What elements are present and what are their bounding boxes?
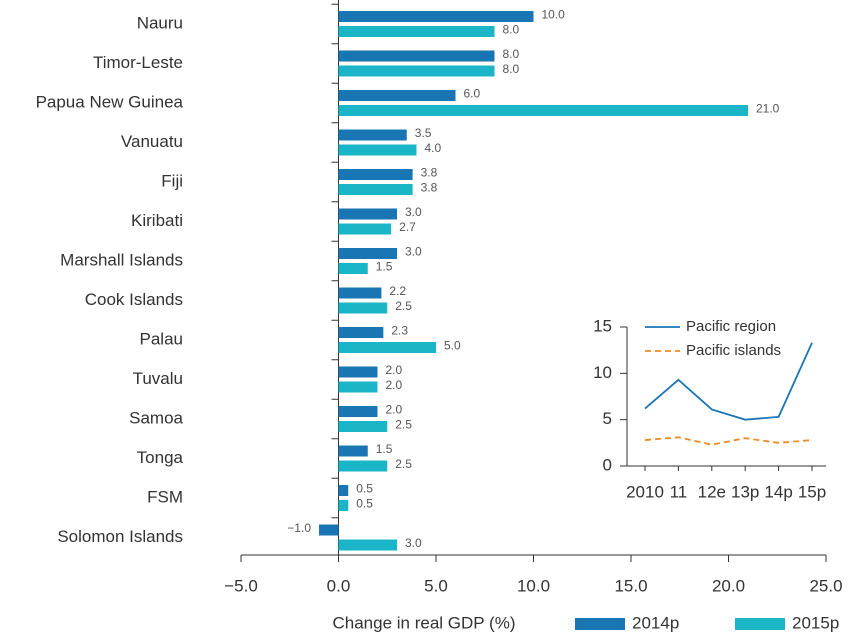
- category-label: Palau: [140, 329, 183, 348]
- inset-y-tick-label: 0: [603, 455, 612, 474]
- value-label: 3.0: [405, 245, 422, 259]
- value-label: 1.5: [376, 260, 393, 274]
- inset-x-tick-label: 12e: [698, 482, 726, 501]
- bar: [338, 263, 368, 274]
- bar: [338, 105, 748, 116]
- bar: [338, 223, 392, 235]
- category-label: Samoa: [129, 408, 183, 427]
- value-label: 2.5: [395, 418, 412, 432]
- inset-x-tick-label: 11: [670, 482, 688, 501]
- inset-y-tick-label: 10: [593, 363, 612, 382]
- inset-x-tick-label: 2010: [626, 482, 664, 501]
- x-tick-label: 0.0: [327, 576, 351, 595]
- value-label: 21.0: [756, 102, 780, 116]
- x-axis-label: Change in real GDP (%): [333, 613, 516, 632]
- value-label: 5.0: [444, 339, 461, 353]
- inset-x-tick-label: 14p: [764, 482, 792, 501]
- value-label: 4.0: [425, 141, 442, 155]
- value-label: 2.0: [386, 363, 403, 377]
- x-tick-label: 25.0: [809, 576, 842, 595]
- value-label: 10.0: [542, 8, 566, 22]
- inset-y-tick-label: 5: [603, 409, 612, 428]
- bar: [338, 65, 495, 77]
- bar: [338, 485, 349, 496]
- value-label: 2.7: [399, 220, 416, 234]
- bar: [338, 184, 413, 195]
- legend-swatch: [575, 618, 625, 630]
- value-label: 3.5: [415, 126, 432, 140]
- value-label: 3.8: [421, 166, 438, 180]
- bar: [338, 287, 382, 299]
- bar: [338, 90, 456, 101]
- bar: [338, 366, 378, 378]
- inset-y-tick-label: 15: [593, 316, 612, 335]
- category-label: Tonga: [137, 448, 184, 467]
- line: [644, 436, 813, 446]
- inset-x-tick-label: 15p: [798, 482, 826, 501]
- line: [644, 342, 813, 421]
- inset-x-tick-label: 13p: [731, 482, 759, 501]
- bar: [338, 11, 534, 22]
- x-tick-label: −5.0: [224, 576, 258, 595]
- bar: [338, 406, 378, 417]
- value-label: 1.5: [376, 442, 393, 456]
- value-label: −1.0: [287, 521, 311, 535]
- value-label: 0.5: [356, 482, 373, 496]
- bar: [338, 302, 388, 314]
- value-label: 2.3: [391, 324, 408, 338]
- value-label: 8.0: [503, 47, 520, 61]
- category-label: Marshall Islands: [60, 250, 183, 269]
- value-label: 0.5: [356, 497, 373, 511]
- value-label: 2.5: [395, 457, 412, 471]
- category-label: Cook Islands: [85, 290, 183, 309]
- bar: [338, 144, 417, 156]
- bar: [338, 539, 397, 551]
- legend-label: 2014p: [632, 613, 679, 632]
- value-label: 2.2: [389, 284, 406, 298]
- x-tick-label: 20.0: [712, 576, 745, 595]
- value-label: 8.0: [503, 62, 520, 76]
- bar: [338, 421, 388, 432]
- category-label: Vanuatu: [121, 132, 183, 151]
- value-label: 8.0: [503, 23, 520, 37]
- value-label: 3.0: [405, 536, 422, 550]
- legend-label: Pacific region: [686, 318, 776, 335]
- legend-swatch: [735, 618, 785, 630]
- legend-label: Pacific islands: [686, 342, 781, 359]
- value-label: 2.0: [386, 403, 403, 417]
- category-label: Kiribati: [131, 211, 183, 230]
- bar: [338, 129, 407, 141]
- bar: [338, 248, 397, 259]
- bar: [338, 327, 384, 338]
- value-label: 6.0: [464, 87, 481, 101]
- category-label: Timor-Leste: [93, 53, 183, 72]
- bar: [338, 50, 495, 62]
- legend-label: 2015p: [792, 613, 839, 632]
- bar: [338, 460, 388, 472]
- bar: [338, 169, 413, 180]
- x-tick-label: 10.0: [517, 576, 550, 595]
- bar: [338, 445, 368, 457]
- x-tick-label: 5.0: [424, 576, 448, 595]
- bar: [338, 208, 397, 220]
- category-label: Fiji: [161, 171, 183, 190]
- category-label: Tuvalu: [133, 369, 183, 388]
- value-label: 3.0: [405, 205, 422, 219]
- value-label: 2.5: [395, 299, 412, 313]
- value-label: 2.0: [386, 378, 403, 392]
- bar: [338, 342, 436, 353]
- bar: [319, 524, 339, 536]
- x-tick-label: 15.0: [614, 576, 647, 595]
- category-label: Nauru: [137, 13, 183, 32]
- value-label: 3.8: [421, 181, 438, 195]
- bar: [338, 381, 378, 393]
- bar: [338, 26, 495, 37]
- category-label: FSM: [147, 487, 183, 506]
- bar: [338, 500, 349, 511]
- category-label: Papua New Guinea: [36, 92, 184, 111]
- category-label: Solomon Islands: [57, 527, 183, 546]
